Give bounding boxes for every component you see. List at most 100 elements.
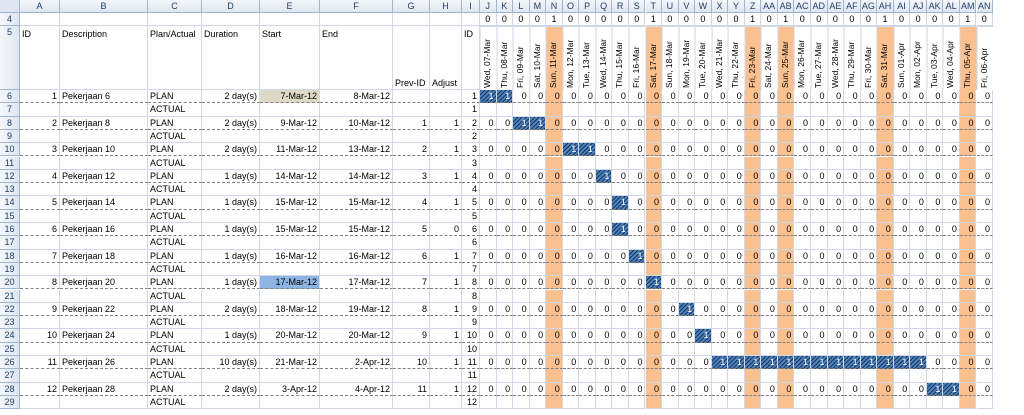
empty-cell[interactable] [320,156,393,170]
gantt-actual-cell[interactable] [976,369,994,383]
gantt-actual-cell[interactable] [612,156,629,170]
gantt-cell[interactable]: 0 [496,356,514,370]
gantt-cell[interactable]: 0 [728,116,745,130]
gantt-cell[interactable]: 0 [877,116,894,130]
gantt-actual-cell[interactable] [529,395,547,410]
gantt-actual-cell[interactable] [943,369,960,383]
gantt-cell[interactable]: 0 [794,90,811,104]
gantt-actual-cell[interactable] [744,103,762,117]
gantt-actual-cell[interactable] [976,156,994,170]
weekend-flag-cell[interactable]: 0 [695,13,712,26]
weekend-flag-cell[interactable]: 0 [579,13,596,26]
gantt-cell[interactable]: 0 [744,382,762,396]
gantt-actual-cell[interactable] [546,395,563,410]
adjust-cell[interactable]: 1 [430,196,462,210]
date-header[interactable]: Mon, 19-Mar [678,26,696,90]
gantt-cell[interactable]: 0 [827,143,845,157]
gantt-cell[interactable]: 0 [612,329,629,343]
gantt-actual-cell[interactable] [877,369,894,383]
gantt-actual-cell[interactable] [827,236,845,250]
gantt-cell[interactable]: 0 [711,302,729,317]
date-header[interactable]: Sun, 11-Mar [546,26,563,90]
gantt-actual-cell[interactable] [695,156,712,170]
gantt-actual-cell[interactable] [794,103,811,117]
gantt-actual-cell[interactable] [910,183,927,197]
gantt-cell[interactable]: 0 [943,196,960,210]
gantt-actual-cell[interactable] [877,289,894,303]
gantt-cell[interactable]: 0 [860,90,878,104]
gantt-cell[interactable]: 0 [513,90,530,104]
gantt-actual-cell[interactable] [662,103,679,117]
empty-cell[interactable] [260,129,320,144]
gantt-cell[interactable]: 0 [496,382,514,396]
start-date-cell[interactable]: 14-Mar-12 [260,169,320,184]
empty-cell[interactable] [320,236,393,250]
gantt-actual-cell[interactable] [893,129,911,144]
gantt-actual-cell[interactable] [844,369,861,383]
gantt-cell[interactable]: 0 [546,196,563,210]
empty-cell[interactable] [430,236,462,250]
gantt-actual-cell[interactable] [595,395,613,410]
gantt-actual-cell[interactable] [893,103,911,117]
gantt-actual-cell[interactable] [794,236,811,250]
gantt-cell[interactable]: 0 [579,329,596,343]
gantt-actual-cell[interactable] [794,262,811,277]
row-header-16[interactable]: 16 [0,223,20,237]
gantt-actual-cell[interactable] [579,395,596,410]
duration-cell[interactable]: 2 day(s) [202,143,260,157]
gantt-actual-cell[interactable] [860,342,878,356]
adjust-cell[interactable]: 1 [430,276,462,290]
weekend-flag-cell[interactable]: 1 [777,13,795,26]
gantt-cell[interactable]: 0 [811,116,828,130]
gantt-cell[interactable]: 0 [844,116,861,130]
gantt-cell[interactable]: 0 [662,169,679,184]
gantt-actual-cell[interactable] [595,129,613,144]
empty-cell[interactable] [260,262,320,277]
column-header-ag[interactable]: AG [860,0,878,13]
gantt-cell[interactable]: 0 [926,249,944,263]
gantt-actual-cell[interactable] [579,342,596,356]
prev-id-cell[interactable] [393,90,430,104]
prev-id-cell[interactable]: 7 [393,276,430,290]
gantt-cell[interactable]: 0 [827,90,845,104]
gantt-actual-cell[interactable] [761,395,778,410]
gantt-cell[interactable]: 0 [595,196,613,210]
gantt-cell[interactable]: 0 [529,196,547,210]
gantt-cell[interactable]: 0 [744,302,762,317]
gantt-actual-cell[interactable] [728,262,745,277]
gantt-actual-cell[interactable] [645,129,663,144]
date-header[interactable]: Wed, 21-Mar [711,26,729,90]
gantt-cell[interactable]: 0 [777,116,795,130]
gantt-cell[interactable]: 0 [926,329,944,343]
gantt-cell[interactable]: 0 [761,90,778,104]
gantt-actual-cell[interactable] [761,342,778,356]
gantt-cell[interactable]: 0 [562,302,580,317]
gantt-cell[interactable]: 0 [959,382,977,396]
task-description-cell[interactable]: Pekerjaan 12 [60,169,148,184]
gantt-actual-cell[interactable] [827,103,845,117]
gantt-cell[interactable]: 0 [877,249,894,263]
gantt-cell[interactable]: 0 [513,196,530,210]
gantt-cell[interactable]: 0 [959,169,977,184]
empty-cell[interactable] [430,209,462,223]
gantt-actual-cell[interactable] [496,236,514,250]
gantt-actual-cell[interactable] [480,236,497,250]
actual-label-cell[interactable]: ACTUAL [148,316,202,330]
gantt-cell[interactable]: 0 [877,382,894,396]
gantt-actual-cell[interactable] [844,103,861,117]
gantt-actual-cell[interactable] [628,209,646,223]
gantt-actual-cell[interactable] [943,156,960,170]
gantt-cell[interactable]: 0 [794,196,811,210]
gantt-cell[interactable]: 0 [728,169,745,184]
gantt-cell[interactable]: 0 [480,249,497,263]
empty-cell[interactable] [20,262,60,277]
gantt-id-cell[interactable]: 4 [462,169,480,184]
column-header-y[interactable]: Y [728,0,745,13]
gantt-actual-cell[interactable] [910,129,927,144]
task-id-cell[interactable]: 11 [20,356,60,370]
empty-cell[interactable] [60,13,148,26]
gantt-cell[interactable]: 0 [926,276,944,290]
prev-id-cell[interactable]: 11 [393,382,430,396]
gantt-cell[interactable]: 0 [579,196,596,210]
gantt-cell[interactable]: 0 [579,223,596,237]
